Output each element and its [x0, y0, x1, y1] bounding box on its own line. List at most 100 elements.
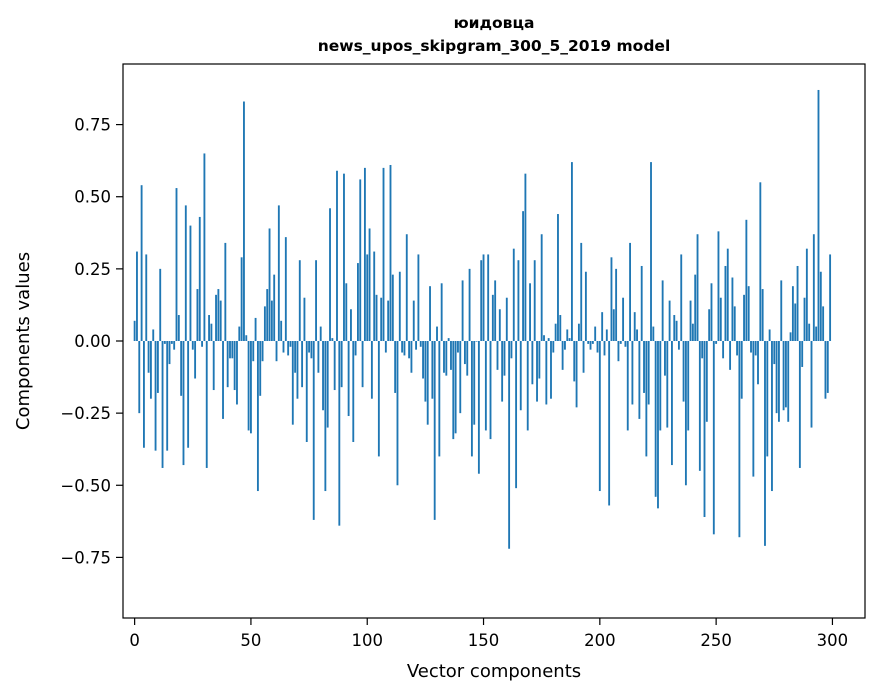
bar	[222, 341, 224, 419]
bar	[601, 312, 604, 341]
bar	[224, 242, 227, 341]
bar	[275, 341, 278, 362]
bar	[738, 341, 741, 538]
bar	[675, 320, 678, 341]
x-axis: 0 50 100 150 200 250 300	[129, 618, 848, 650]
bar	[808, 323, 811, 341]
bar	[391, 274, 394, 341]
bar	[470, 341, 473, 457]
bar	[743, 294, 745, 341]
bar	[277, 205, 280, 341]
bar	[701, 341, 704, 359]
bar	[629, 242, 631, 341]
bar	[610, 257, 613, 341]
bar	[394, 341, 397, 393]
y-tick-label: −0.25	[60, 404, 111, 423]
bar	[424, 341, 427, 402]
bar	[415, 341, 418, 350]
bar	[694, 274, 697, 341]
bar	[577, 323, 580, 341]
bar	[429, 286, 431, 341]
bar	[198, 216, 201, 341]
bar	[443, 341, 445, 373]
bar	[771, 341, 773, 492]
x-axis-label: Vector components	[407, 661, 581, 682]
bar	[219, 300, 222, 341]
bar	[154, 341, 157, 451]
bar	[510, 341, 513, 359]
bar	[812, 234, 815, 341]
bar	[780, 280, 783, 341]
bar	[438, 341, 441, 457]
bar	[194, 341, 197, 379]
bar	[764, 341, 766, 546]
bar	[231, 341, 234, 359]
bar	[145, 254, 148, 341]
bar	[282, 341, 285, 353]
bar	[354, 341, 357, 356]
bar	[473, 341, 476, 425]
bar	[175, 188, 178, 341]
bar	[557, 214, 559, 341]
bar	[270, 300, 273, 341]
bar	[733, 306, 736, 342]
bar	[784, 341, 787, 408]
bar	[680, 254, 683, 341]
x-tick-label: 150	[468, 631, 500, 650]
bar	[724, 265, 727, 341]
bar	[236, 341, 238, 405]
bar	[477, 341, 480, 474]
bar	[205, 341, 208, 468]
bar	[296, 341, 299, 399]
y-tick-label: 0.00	[74, 332, 111, 351]
bar	[238, 326, 241, 341]
bar	[645, 341, 648, 457]
bar	[754, 341, 757, 356]
bar	[703, 341, 706, 518]
bar	[657, 341, 659, 509]
chart-title: юидовца	[454, 14, 535, 32]
bar	[280, 320, 283, 341]
bar	[345, 283, 348, 341]
bar	[263, 306, 266, 342]
bar	[301, 341, 304, 388]
bar	[298, 260, 301, 341]
bar	[315, 260, 317, 341]
bar	[196, 289, 199, 341]
bar	[524, 173, 527, 341]
bar	[791, 286, 794, 341]
bar	[410, 341, 413, 373]
y-tick-label: −0.75	[60, 548, 111, 567]
bar	[580, 242, 583, 341]
bar	[340, 341, 343, 388]
bar	[691, 323, 694, 341]
bar	[273, 274, 276, 341]
bar	[822, 306, 825, 342]
bar	[805, 248, 808, 341]
bar	[526, 341, 529, 431]
bar	[824, 341, 827, 399]
bar	[826, 341, 829, 393]
bar	[431, 341, 434, 399]
bar	[357, 263, 359, 341]
bar	[484, 341, 487, 431]
bar	[347, 341, 350, 417]
bar	[787, 341, 790, 422]
bar	[329, 208, 331, 341]
bar	[612, 309, 615, 341]
bar	[466, 341, 469, 376]
bar	[487, 254, 490, 341]
bar	[726, 248, 729, 341]
bar	[545, 341, 548, 405]
chart-subtitle: news_upos_skipgram_300_5_2019 model	[318, 37, 671, 55]
bar	[366, 254, 369, 341]
bar	[591, 341, 594, 344]
bar	[789, 332, 792, 341]
bar	[368, 228, 371, 341]
bar	[775, 341, 778, 414]
bar	[589, 341, 592, 350]
bar	[450, 341, 452, 370]
bar	[570, 162, 573, 341]
y-axis-label: Components values	[13, 252, 34, 430]
bar	[677, 341, 680, 350]
